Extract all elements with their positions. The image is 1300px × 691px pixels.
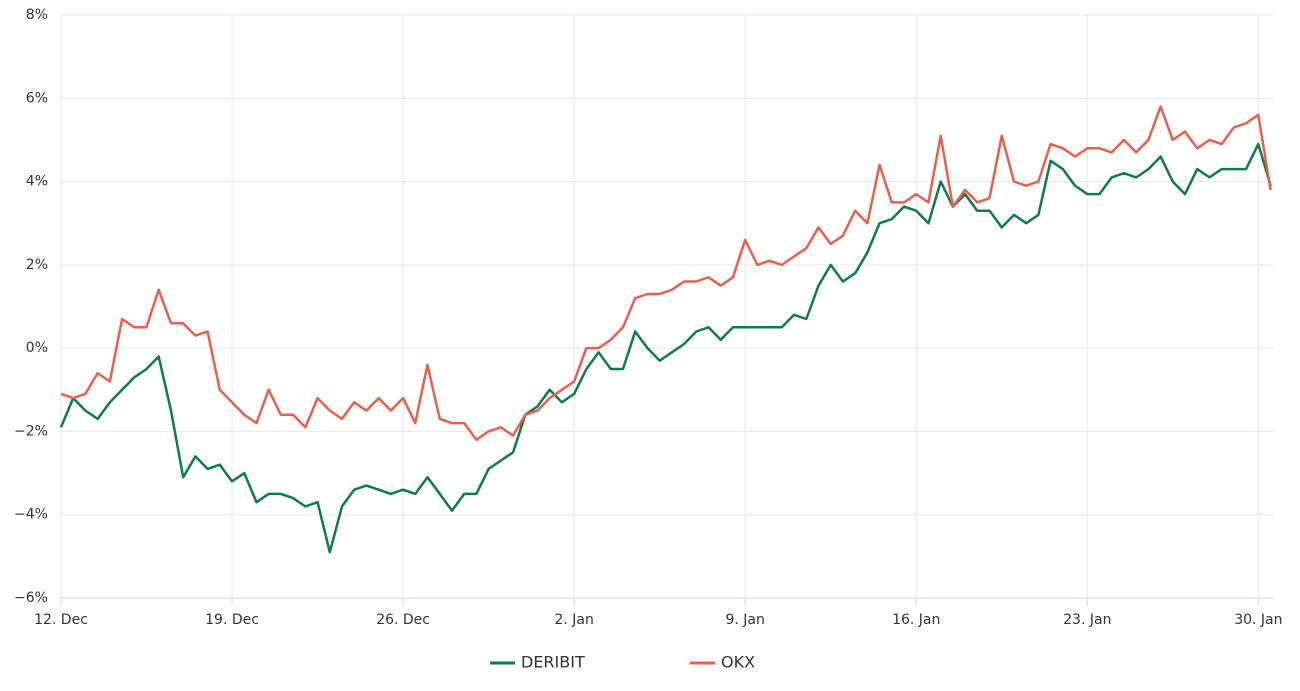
x-tick-label: 9. Jan [725,612,764,628]
y-tick-label: −4% [14,507,48,523]
series-line [59,142,1272,554]
y-tick-label: 8% [26,7,48,23]
x-tick-label: 2. Jan [554,612,593,628]
y-tick-label: −2% [14,423,48,439]
y-tick-label: 6% [26,90,48,106]
x-tick-label: 23. Jan [1063,612,1111,628]
y-tick-label: 0% [26,340,48,356]
series-line [60,105,1272,442]
y-tick-label: 2% [26,257,48,273]
x-tick-label: 12. Dec [34,612,88,628]
legend-label: OKX [721,653,755,672]
x-tick-label: 16. Jan [892,612,940,628]
legend-label: DERIBIT [521,653,585,672]
x-tick-label: 19. Dec [205,612,259,628]
y-tick-label: −6% [14,590,48,606]
x-tick-label: 26. Dec [376,612,430,628]
x-tick-label: 30. Jan [1234,612,1282,628]
y-tick-label: 4% [26,174,48,190]
